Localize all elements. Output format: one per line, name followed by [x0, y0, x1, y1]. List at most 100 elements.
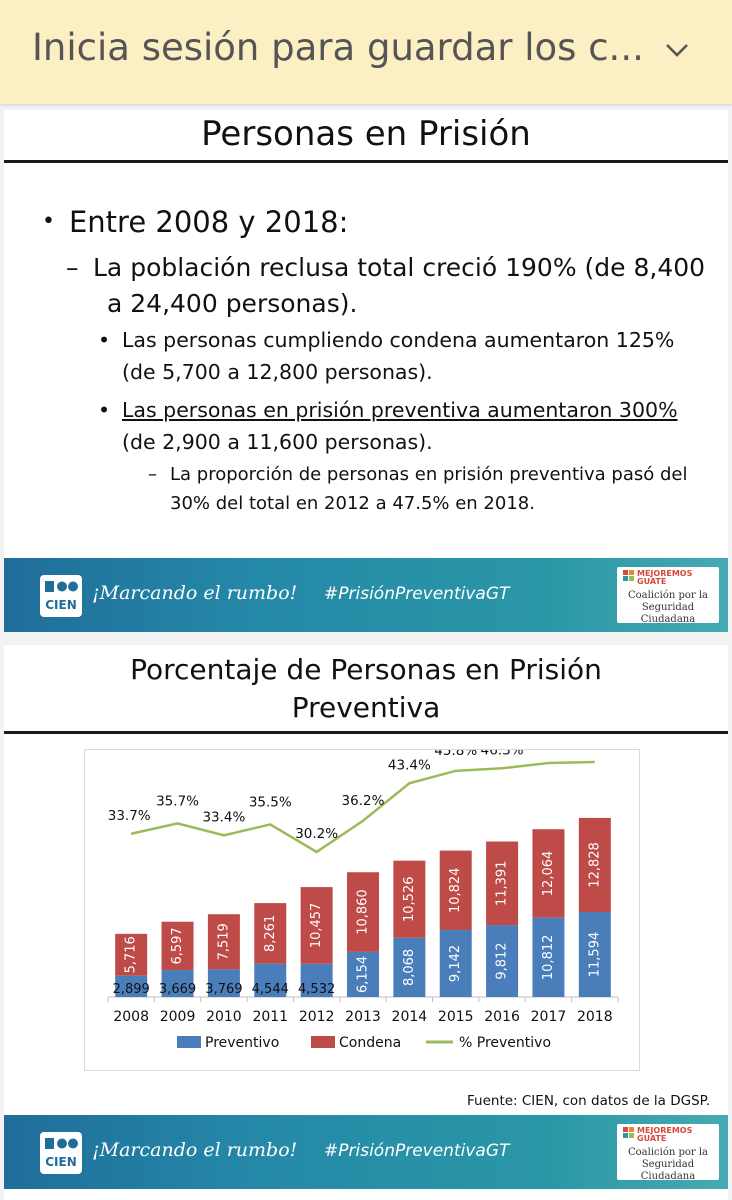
data-label-porcentaje: 46.3% — [481, 750, 524, 758]
title-divider — [4, 731, 728, 734]
line-porcentaje-preventivo — [130, 760, 595, 854]
sub-sub-text: La proporción de personas en prisión pre… — [170, 464, 688, 514]
data-label-porcentaje: 30.2% — [295, 826, 338, 842]
x-tick-label: 2018 — [577, 1009, 613, 1025]
mejoremos-guate-icon — [623, 570, 634, 581]
bar-condena — [300, 887, 333, 964]
bar-condena — [161, 921, 194, 971]
point-preventiva-text: Las personas en prisión preventiva aumen… — [122, 394, 714, 458]
point-dot: • — [98, 328, 111, 352]
sub-sub-dash: – — [148, 464, 157, 485]
data-label-preventivo: 6,154 — [356, 956, 371, 993]
data-label-condena: 8,261 — [263, 915, 278, 952]
x-tick-label: 2015 — [438, 1009, 474, 1025]
point-dot: • — [98, 398, 111, 422]
data-label-condena: 12,064 — [541, 851, 556, 896]
signin-banner[interactable]: Inicia sesión para guardar los c... — [0, 0, 732, 104]
x-tick-label: 2012 — [299, 1009, 335, 1025]
data-label-preventivo: 10,812 — [541, 935, 556, 981]
data-label-porcentaje: 35.7% — [156, 793, 199, 809]
data-label-preventivo: 9,812 — [495, 942, 510, 979]
bar-condena — [115, 933, 148, 976]
data-label-condena: 5,716 — [124, 936, 139, 973]
data-label-preventivo: 8,068 — [402, 949, 417, 986]
data-label-condena: 7,519 — [216, 923, 231, 960]
cien-logo: CIEN — [40, 1132, 82, 1174]
slide-footer: CIEN ¡Marcando el rumbo! #PrisiónPrevent… — [4, 558, 728, 632]
data-label-porcentaje: 35.5% — [249, 794, 292, 810]
data-label-condena: 10,824 — [448, 868, 463, 914]
coalicion-text: Coalición por la Seguridad Ciudadana — [627, 1147, 708, 1182]
chevron-down-icon[interactable] — [664, 40, 690, 60]
data-label-preventivo: 11,594 — [587, 932, 602, 978]
data-label-condena: 10,860 — [356, 889, 371, 935]
data-label-preventivo: 2,899 — [113, 982, 150, 997]
data-label-preventivo: 3,669 — [159, 982, 196, 997]
slide-footer: CIEN ¡Marcando el rumbo! #PrisiónPrevent… — [4, 1115, 728, 1189]
bar-preventivo — [161, 970, 194, 997]
footer-hashtag: #PrisiónPreventivaGT — [324, 584, 510, 604]
point-preventiva-rest: (de 2,900 a 11,600 personas). — [122, 430, 433, 454]
logo-text: CIEN — [45, 598, 77, 612]
bullet-main: • Entre 2008 y 2018: — [42, 205, 348, 239]
legend-swatch-condena — [311, 1036, 335, 1048]
data-label-condena: 11,391 — [495, 861, 510, 907]
bullet-main-text: Entre 2008 y 2018: — [68, 205, 349, 239]
slide2-title-line2: Preventiva — [291, 691, 441, 724]
data-label-preventivo: 4,532 — [298, 982, 335, 997]
bar-preventivo — [532, 917, 565, 997]
bar-preventivo — [347, 951, 379, 997]
legend-label-porcentaje: % Preventivo — [459, 1035, 551, 1051]
bar-preventivo — [393, 937, 426, 997]
coalicion-text: Coalición por la Seguridad Ciudadana — [627, 590, 708, 625]
data-label-porcentaje: 36.2% — [342, 793, 385, 809]
coalicion-logo: MEJOREMOS GUATE Coalición por la Segurid… — [617, 1124, 719, 1182]
signin-banner-text[interactable]: Inicia sesión para guardar los c... — [32, 26, 644, 69]
title-divider — [4, 160, 728, 163]
bar-preventivo — [254, 963, 287, 997]
bullet-dot: • — [42, 209, 69, 234]
data-label-condena: 10,457 — [309, 903, 324, 949]
chart-source: Fuente: CIEN, con datos de la DGSP. — [467, 1093, 710, 1109]
footer-tagline: ¡Marcando el rumbo! — [92, 1139, 298, 1161]
bar-condena — [207, 914, 240, 970]
point-condena: • Las personas cumpliendo condena aument… — [98, 324, 714, 388]
bar-condena — [486, 841, 519, 926]
slide2-title: Porcentaje de Personas en Prisión Preven… — [4, 651, 728, 727]
bar-preventivo — [486, 925, 519, 997]
bar-condena — [393, 860, 426, 938]
footer-hashtag: #PrisiónPreventivaGT — [324, 1141, 510, 1161]
sub-sub-bullet: – La proporción de personas en prisión p… — [148, 460, 712, 518]
logo-text: CIEN — [45, 1155, 77, 1169]
mejoremos-guate-badge: MEJOREMOS GUATE — [637, 569, 693, 586]
data-label-preventivo: 4,544 — [252, 982, 289, 997]
sub-bullet-dash: – — [66, 253, 79, 282]
legend-label-preventivo: Preventivo — [205, 1035, 279, 1051]
bar-preventivo — [115, 975, 148, 997]
bar-condena — [254, 903, 287, 964]
chart-container: 2008 2,899 5,716 2009 3,669 6,597 2010 3,769 7,5… — [84, 736, 640, 1071]
data-label-porcentaje: 47.5% — [587, 750, 630, 752]
data-label-porcentaje: 43.4% — [388, 757, 431, 773]
data-label-porcentaje: 47.3% — [527, 750, 570, 753]
stacked-bar-line-chart: 2008 2,899 5,716 2009 3,669 6,597 2010 3,769 7,5… — [107, 736, 630, 1051]
slide-personas-en-prision: Personas en Prisión • Entre 2008 y 2018:… — [4, 110, 728, 632]
data-label-preventivo: 3,769 — [205, 982, 242, 997]
bar-preventivo — [578, 911, 611, 997]
mejoremos-guate-icon — [623, 1127, 634, 1138]
coalicion-logo: MEJOREMOS GUATE Coalición por la Segurid… — [617, 567, 719, 625]
slide1-title: Personas en Prisión — [201, 114, 531, 154]
bar-condena — [439, 850, 472, 930]
data-label-porcentaje: 45.8% — [434, 750, 477, 759]
x-tick-label: 2008 — [113, 1009, 149, 1025]
point-preventiva: • Las personas en prisión preventiva aum… — [98, 394, 714, 458]
sub-bullet: – La población reclusa total creció 190%… — [66, 250, 709, 322]
legend-label-condena: Condena — [339, 1035, 401, 1051]
x-tick-label: 2013 — [345, 1009, 381, 1025]
x-tick-label: 2014 — [392, 1009, 428, 1025]
bar-condena — [532, 829, 565, 918]
bar-condena — [347, 872, 379, 952]
x-tick-label: 2017 — [531, 1009, 567, 1025]
bar-preventivo — [300, 963, 333, 997]
slide2-title-line1: Porcentaje de Personas en Prisión — [130, 653, 602, 686]
